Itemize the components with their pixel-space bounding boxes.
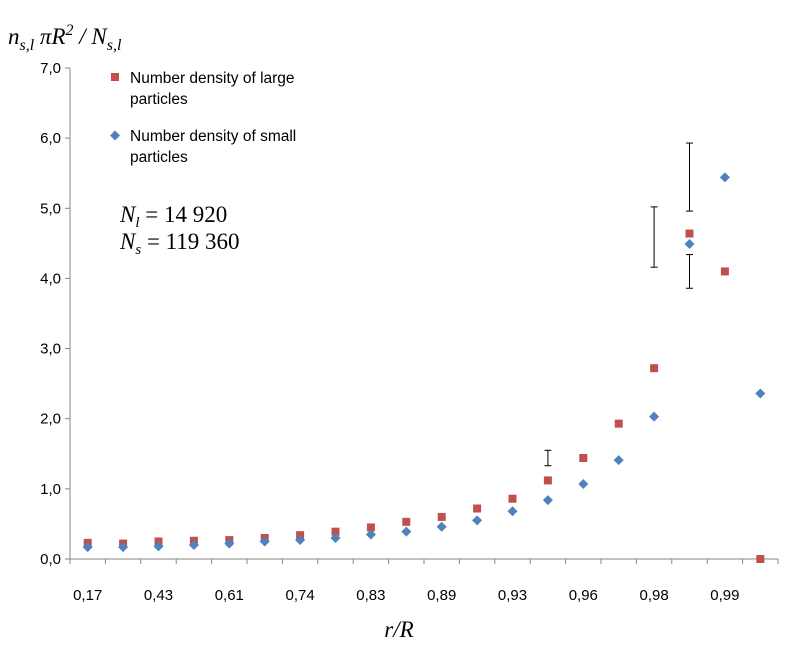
x-tick-label: 0,98 (639, 587, 668, 604)
x-tick-label: 0,93 (498, 587, 527, 604)
x-tick-label: 0,89 (427, 587, 456, 604)
x-tick-label: 0,17 (73, 587, 102, 604)
legend-label-large: Number density of large particles (130, 70, 295, 108)
data-point-small (330, 532, 341, 543)
data-point-small (719, 172, 730, 183)
y-tick-label: 7,0 (40, 60, 61, 77)
x-tick-label: 0,83 (356, 587, 385, 604)
data-point-small (472, 515, 483, 526)
data-point-small (684, 239, 695, 250)
y-tick-label: 4,0 (40, 270, 61, 287)
y-tick-label: 6,0 (40, 130, 61, 147)
counts-annotation: Nl = 14 920 Ns = 119 360 (119, 202, 240, 258)
annotation-small-count: Ns = 119 360 (119, 229, 240, 258)
data-point-large (650, 364, 659, 373)
data-point-large (508, 494, 517, 503)
data-point-small (649, 411, 660, 422)
legend-marker-small (110, 130, 120, 141)
data-point-small (401, 526, 412, 537)
x-tick-label: 0,99 (710, 587, 739, 604)
data-point-small (507, 506, 518, 517)
data-point-small (118, 542, 129, 553)
data-point-large (614, 419, 623, 428)
x-tick-label: 0,74 (285, 587, 314, 604)
data-point-large (366, 523, 375, 532)
legend-marker-large (111, 73, 119, 81)
data-point-large (331, 527, 340, 536)
y-axis-title: ns,l πR2 / Ns,l (8, 22, 122, 54)
y-tick-label: 0,0 (40, 551, 61, 568)
data-point-small (578, 478, 589, 489)
data-point-small (153, 541, 164, 552)
x-axis-title: r/R (384, 617, 413, 642)
data-point-small (365, 529, 376, 540)
data-point-small (295, 535, 306, 546)
data-point-small (224, 538, 235, 549)
data-point-small (542, 495, 553, 506)
y-tick-label: 2,0 (40, 411, 61, 428)
annotation-large-count: Nl = 14 920 (119, 202, 227, 231)
y-tick-label: 3,0 (40, 341, 61, 358)
data-point-large (543, 476, 552, 485)
data-point-large (756, 555, 765, 563)
data-point-large (437, 512, 446, 521)
data-point-large (720, 267, 729, 276)
data-point-small (436, 521, 447, 532)
data-point-small (755, 388, 766, 399)
data-point-large (685, 229, 694, 238)
y-tick-label: 1,0 (40, 481, 61, 498)
data-point-small (188, 539, 199, 550)
data-point-small (82, 542, 93, 553)
data-point-small (613, 455, 624, 466)
legend-label-small: Number density of small particles (130, 128, 296, 166)
data-point-large (402, 517, 411, 526)
legend: Number density of large particles Number … (110, 70, 296, 166)
x-tick-label: 0,96 (569, 587, 598, 604)
y-tick-label: 5,0 (40, 200, 61, 217)
data-point-large (579, 453, 588, 462)
x-tick-label: 0,61 (215, 587, 244, 604)
x-tick-label: 0,43 (144, 587, 173, 604)
data-point-large (473, 504, 482, 513)
data-point-small (259, 536, 270, 547)
